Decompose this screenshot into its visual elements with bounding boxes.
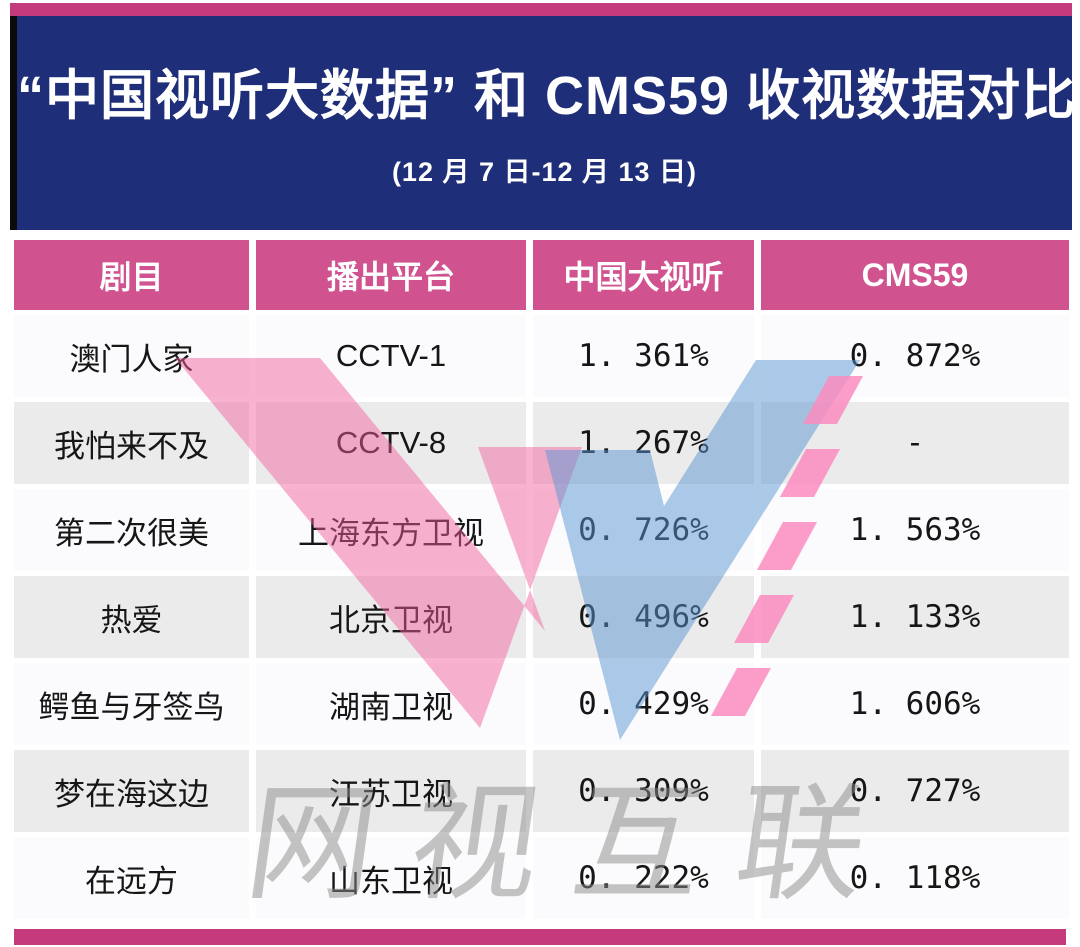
cavd-cell: 0. 222% (533, 837, 754, 919)
cms59-cell: 0. 118% (761, 837, 1069, 919)
top-accent-bar (10, 3, 1072, 16)
cms59-cell: - (761, 402, 1069, 484)
cms59-cell: 0. 872% (761, 315, 1069, 397)
column-header-cavd: 中国大视听 (533, 240, 754, 310)
platform-cell: 山东卫视 (256, 837, 526, 919)
platform-cell: CCTV-1 (256, 315, 526, 397)
platform-cell: CCTV-8 (256, 402, 526, 484)
column-header-drama: 剧目 (14, 240, 249, 310)
cms59-cell: 1. 606% (761, 663, 1069, 745)
table-row: 第二次很美 上海东方卫视 0. 726% 1. 563% (14, 489, 1069, 571)
bottom-accent-bar (14, 929, 1066, 945)
drama-cell: 热爱 (14, 576, 249, 658)
cavd-cell: 1. 361% (533, 315, 754, 397)
platform-cell: 北京卫视 (256, 576, 526, 658)
cavd-cell: 0. 726% (533, 489, 754, 571)
cms59-cell: 0. 727% (761, 750, 1069, 832)
cavd-cell: 0. 496% (533, 576, 754, 658)
drama-cell: 鳄鱼与牙签鸟 (14, 663, 249, 745)
table-row: 热爱 北京卫视 0. 496% 1. 133% (14, 576, 1069, 658)
cavd-cell: 0. 429% (533, 663, 754, 745)
page-title: “中国视听大数据” 和 CMS59 收视数据对比 (17, 66, 1077, 126)
drama-cell: 澳门人家 (14, 315, 249, 397)
drama-cell: 第二次很美 (14, 489, 249, 571)
cavd-cell: 0. 309% (533, 750, 754, 832)
drama-cell: 我怕来不及 (14, 402, 249, 484)
table-row: 梦在海这边 江苏卫视 0. 309% 0. 727% (14, 750, 1069, 832)
ratings-comparison-table: 剧目 播出平台 中国大视听 CMS59 澳门人家 CCTV-1 1. 361% … (7, 235, 1076, 924)
cms59-cell: 1. 133% (761, 576, 1069, 658)
drama-cell: 梦在海这边 (14, 750, 249, 832)
title-box: “中国视听大数据” 和 CMS59 收视数据对比 (12 月 7 日-12 月 … (10, 16, 1077, 230)
cavd-cell: 1. 267% (533, 402, 754, 484)
platform-cell: 上海东方卫视 (256, 489, 526, 571)
table-row: 澳门人家 CCTV-1 1. 361% 0. 872% (14, 315, 1069, 397)
date-range: (12 月 7 日-12 月 13 日) (391, 157, 698, 187)
column-header-platform: 播出平台 (256, 240, 526, 310)
column-header-cms59: CMS59 (761, 240, 1069, 310)
platform-cell: 湖南卫视 (256, 663, 526, 745)
table-row: 在远方 山东卫视 0. 222% 0. 118% (14, 837, 1069, 919)
table-row: 我怕来不及 CCTV-8 1. 267% - (14, 402, 1069, 484)
banner: “中国视听大数据” 和 CMS59 收视数据对比 (12 月 7 日-12 月 … (10, 3, 1077, 230)
drama-cell: 在远方 (14, 837, 249, 919)
platform-cell: 江苏卫视 (256, 750, 526, 832)
table-header-row: 剧目 播出平台 中国大视听 CMS59 (14, 240, 1069, 310)
cms59-cell: 1. 563% (761, 489, 1069, 571)
table-row: 鳄鱼与牙签鸟 湖南卫视 0. 429% 1. 606% (14, 663, 1069, 745)
